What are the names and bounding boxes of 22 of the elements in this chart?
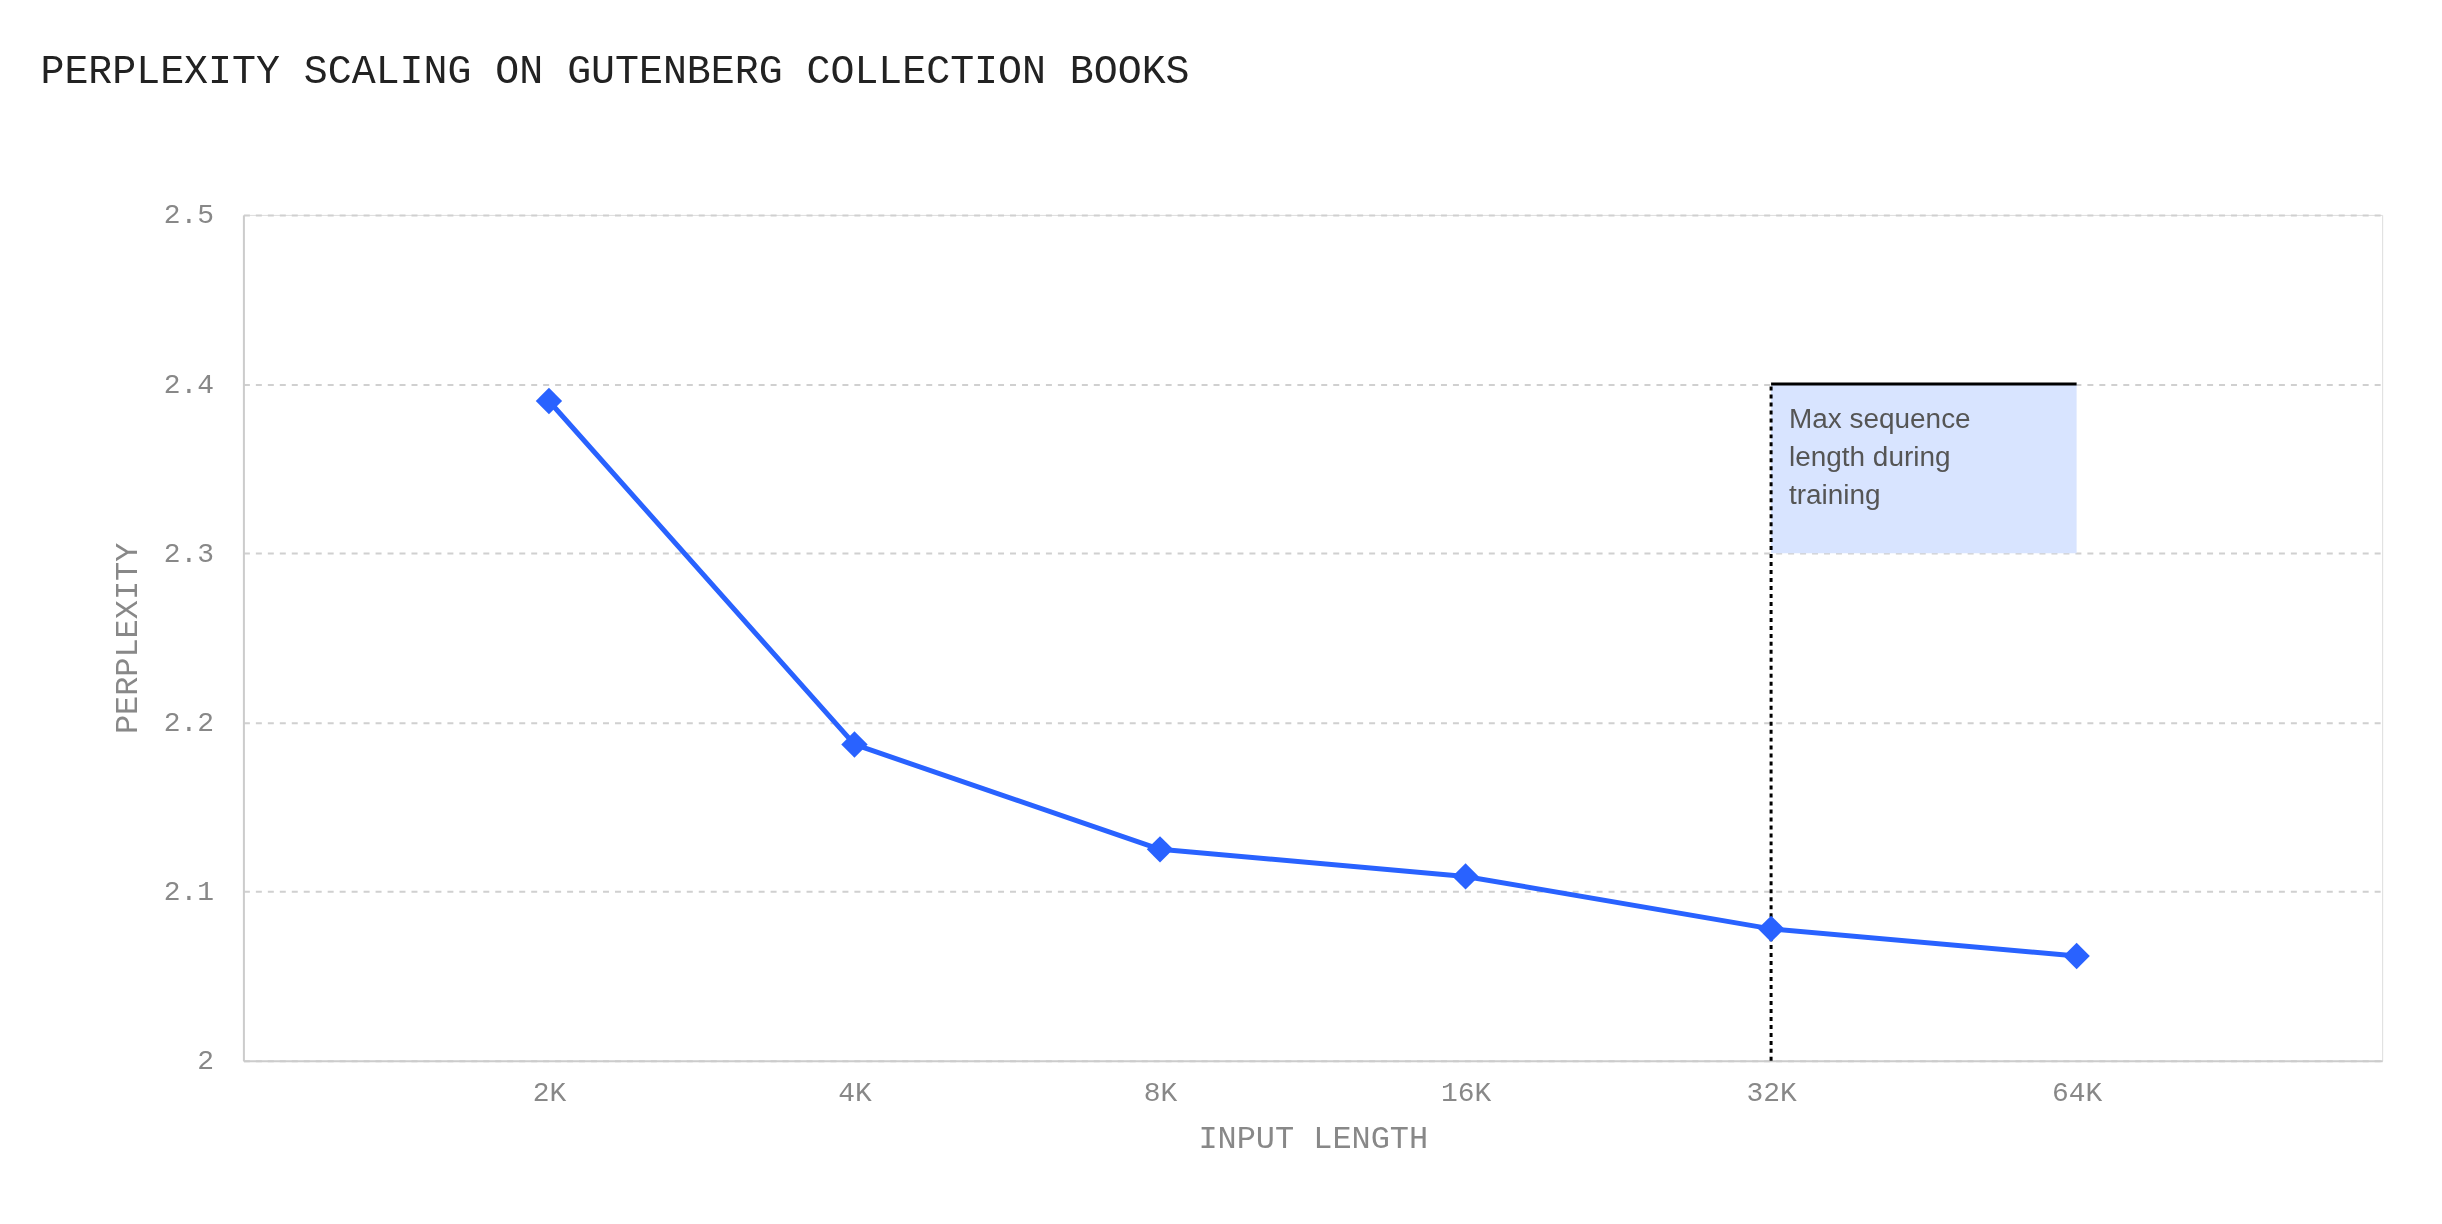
y-tick-label: 2.4 (163, 369, 214, 401)
point (535, 387, 563, 415)
y-tick-label: 2.3 (163, 538, 214, 570)
y-axis-title: PERPLEXITY (109, 542, 147, 735)
y-tick-label: 2 (197, 1046, 214, 1078)
y-tick-label: 2.2 (163, 707, 214, 739)
point (1757, 915, 1785, 943)
x-tick-label: 4K (838, 1078, 872, 1110)
point (2063, 942, 2090, 970)
x-tick-label: 16K (1440, 1078, 1492, 1110)
x-axis-title: INPUT LENGTH (1198, 1121, 1429, 1159)
annotation: Max sequence length during training (1789, 402, 1971, 510)
point (1146, 836, 1174, 863)
point (1452, 863, 1479, 890)
x-tick-label: 2K (532, 1078, 567, 1110)
y-tick-label: 2.5 (163, 200, 214, 232)
x-tick-label: 32K (1746, 1078, 1797, 1110)
x-tick-label: 64K (2051, 1078, 2103, 1110)
y-tick-label: 2.1 (163, 877, 214, 909)
x-tick-label: 8K (1143, 1078, 1178, 1110)
chart-title: PERPLEXITY SCALING ON GUTENBERG COLLECTION BOOKS (40, 50, 1190, 96)
point (841, 731, 868, 758)
